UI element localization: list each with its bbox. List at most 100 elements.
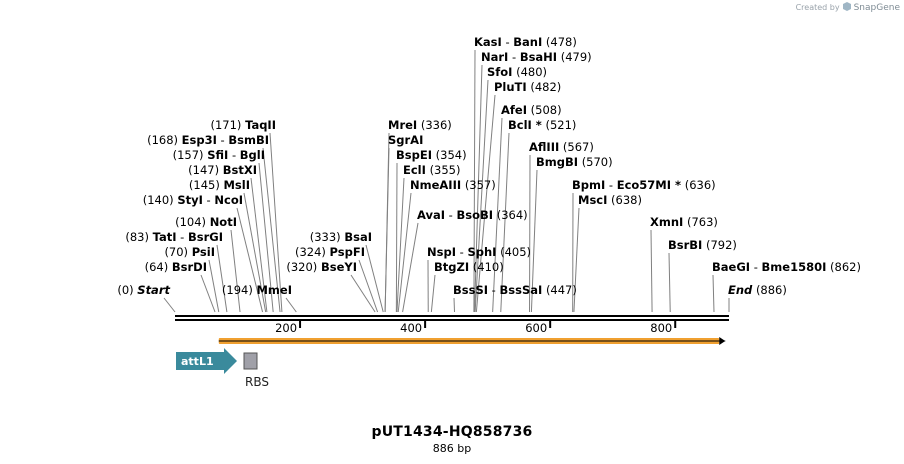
site-name: BaeGI	[712, 260, 750, 274]
site-leader-nmeaiii	[397, 192, 412, 313]
site-name: BsrGI	[188, 230, 223, 244]
site-label-bsrdi: (64) BsrDI	[145, 260, 207, 274]
site-name: TaqII	[245, 118, 276, 132]
credit-brand: SnapGene	[853, 2, 900, 13]
site-position: (862)	[830, 260, 861, 274]
site-position: (886)	[756, 283, 787, 297]
site-label-bmgbi: BmgBI (570)	[536, 155, 613, 169]
site-position: (336)	[421, 118, 452, 132]
site-leader-xmni	[650, 229, 653, 313]
site-name: BssSaI	[500, 283, 543, 297]
site-name: BspEI	[396, 148, 432, 162]
site-name: BsaHI	[520, 50, 557, 64]
site-leader-psii	[208, 259, 220, 313]
site-name: PsiI	[192, 245, 215, 259]
site-position: (478)	[546, 35, 577, 49]
site-label-xmni: XmnI (763)	[650, 215, 718, 229]
sequence-backbone	[175, 315, 729, 321]
site-label-end: End (886)	[728, 283, 787, 297]
site-label-bsrbi: BsrBI (792)	[668, 238, 737, 252]
site-label-sfii: (157) SfiI - BglI	[173, 148, 265, 162]
site-label-bpmi: BpmI - Eco57MI * (636)	[572, 178, 716, 192]
site-name: BsoBI	[457, 208, 494, 222]
site-label-bspei: BspEI (354)	[396, 148, 467, 162]
site-leader-bcli	[500, 132, 510, 313]
site-name: PluTI	[494, 80, 527, 94]
site-label-nspi: NspI - SphI (405)	[427, 245, 531, 259]
site-name: MmeI	[256, 283, 292, 297]
site-label-afei: AfeI (508)	[501, 103, 562, 117]
site-labels: KasI - BanI (478)NarI - BsaHI (479)SfoI …	[117, 35, 861, 297]
site-leader-btgzi	[430, 274, 436, 313]
credit-prefix: Created by	[795, 3, 840, 12]
site-label-mmei: (194) MmeI	[222, 283, 292, 297]
site-leader-sgrai	[384, 147, 390, 313]
site-position: (171)	[210, 118, 241, 132]
site-position: (570)	[582, 155, 613, 169]
ruler: 200 400 600 800	[275, 320, 677, 335]
site-leader-bseyi	[350, 274, 376, 313]
site-position: (567)	[563, 140, 594, 154]
ruler-tick-label: 600	[525, 321, 547, 335]
site-name: BtgZI	[434, 260, 469, 274]
snapgene-logo-icon	[842, 2, 851, 13]
site-label-taqii: (171) TaqII	[210, 118, 276, 132]
site-position: (157)	[173, 148, 204, 162]
site-position: (364)	[497, 208, 528, 222]
site-position: (324)	[295, 245, 326, 259]
site-label-mrei: MreI (336)	[388, 118, 452, 132]
site-label-avai: AvaI - BsoBI (364)	[417, 208, 528, 222]
site-name: TatI	[153, 230, 177, 244]
site-label-bseyi: (320) BseYI	[286, 260, 357, 274]
site-leader-nari	[474, 64, 483, 313]
site-label-bsai: (333) BsaI	[310, 230, 372, 244]
site-position: (763)	[687, 215, 718, 229]
site-label-kasi: KasI - BanI (478)	[474, 35, 577, 49]
site-label-sgrai: SgrAI	[388, 133, 423, 147]
site-name: BpmI	[572, 178, 605, 192]
site-label-tati: (83) TatI - BsrGI	[125, 230, 223, 244]
site-leader-styi	[236, 207, 264, 313]
map-title-block: pUT1434-HQ858736 886 bp	[0, 424, 904, 455]
site-name: MslI	[223, 178, 250, 192]
site-position: (354)	[436, 148, 467, 162]
site-label-bsssi: BssSI - BssSaI (447)	[453, 283, 577, 297]
site-position: (70)	[164, 245, 188, 259]
site-position: (0)	[117, 283, 133, 297]
site-label-nmeaiii: NmeAIII (357)	[410, 178, 496, 192]
site-position: (792)	[706, 238, 737, 252]
site-position: (508)	[531, 103, 562, 117]
site-name: Bme1580I	[762, 260, 827, 274]
site-name: AvaI	[417, 208, 445, 222]
site-leader-taqii	[269, 132, 283, 313]
site-leader-ecli	[396, 177, 405, 313]
rbs-label: RBS	[245, 375, 269, 389]
site-label-noti: (104) NotI	[175, 215, 237, 229]
ruler-tick-label: 200	[275, 321, 297, 335]
site-label-msli: (145) MslI	[189, 178, 250, 192]
features: attL1 RBS	[176, 337, 726, 389]
site-name: StyI	[177, 193, 203, 207]
site-name: KasI	[474, 35, 502, 49]
site-name: BssSI	[453, 283, 488, 297]
site-leader-afei	[492, 117, 503, 313]
site-position: (140)	[143, 193, 174, 207]
site-position: (147)	[188, 163, 219, 177]
site-position: (357)	[465, 178, 496, 192]
site-name: AfeI	[501, 103, 527, 117]
site-position: (320)	[286, 260, 317, 274]
site-leader-sfii	[258, 162, 274, 313]
site-leader-bspei	[395, 162, 398, 313]
site-name: Esp3I	[182, 133, 217, 147]
site-name: BanI	[513, 35, 542, 49]
site-name: BclI *	[508, 118, 542, 132]
ruler-tick-label: 400	[400, 321, 422, 335]
site-name: AflIII	[529, 140, 559, 154]
site-name: NotI	[210, 215, 237, 229]
site-leader-bsai	[365, 244, 384, 313]
site-leader-baegi	[712, 274, 715, 313]
site-position: (83)	[125, 230, 149, 244]
site-position: (168)	[147, 133, 178, 147]
site-leader-start	[163, 297, 176, 313]
